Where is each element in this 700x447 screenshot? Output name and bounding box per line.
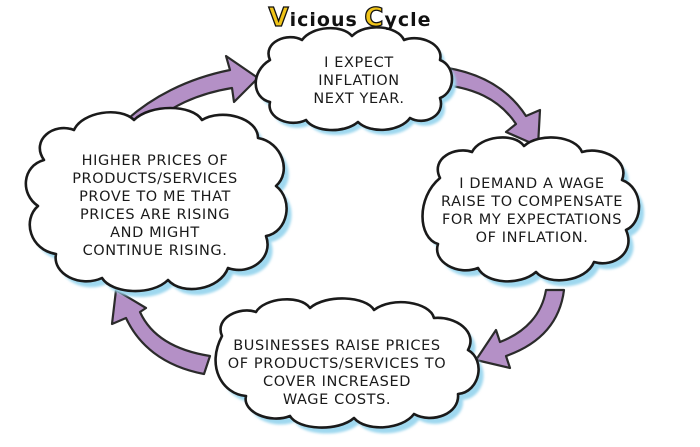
arrow-top-to-right — [430, 64, 542, 148]
arrow-bottom-to-left — [110, 288, 212, 376]
step-line: continue rising. — [82, 243, 228, 259]
step-line: prove to me that — [79, 189, 231, 205]
step-text-top: I expect inflation next year. — [274, 54, 444, 108]
step-line: of inflation. — [475, 230, 589, 246]
step-line: Higher prices of — [81, 153, 229, 169]
cloud-top — [254, 25, 456, 136]
title-word-2-rest: ycle — [384, 9, 432, 31]
step-line: next year. — [313, 91, 405, 107]
arrow-right-to-bottom — [474, 288, 566, 370]
step-line: Businesses raise prices — [233, 338, 441, 354]
step-line: raise to compensate — [440, 194, 624, 210]
step-text-right: I demand a wage raise to compensate for … — [432, 175, 632, 247]
cloud-bottom — [214, 297, 484, 434]
step-line: inflation — [318, 73, 400, 89]
step-line: wage costs. — [282, 392, 392, 408]
step-line: I demand a wage — [459, 176, 605, 192]
cloud-left — [24, 106, 292, 298]
diagram-title: Vicious Cycle — [200, 3, 500, 33]
step-text-bottom: Businesses raise prices of products/serv… — [222, 337, 452, 409]
title-initial-v: V — [268, 3, 290, 33]
title-word-1-rest: icious — [289, 9, 358, 31]
step-line: of products/services to — [227, 356, 447, 372]
step-line: cover increased — [263, 374, 411, 390]
step-line: for my expectations — [441, 212, 623, 228]
step-text-left: Higher prices of products/services prove… — [50, 152, 260, 260]
step-line: products/services — [72, 171, 238, 187]
step-line: I expect — [324, 55, 394, 71]
step-line: and might — [110, 225, 200, 241]
step-line: prices are rising — [79, 207, 231, 223]
title-initial-c: C — [364, 3, 385, 33]
cloud-right — [421, 136, 645, 288]
